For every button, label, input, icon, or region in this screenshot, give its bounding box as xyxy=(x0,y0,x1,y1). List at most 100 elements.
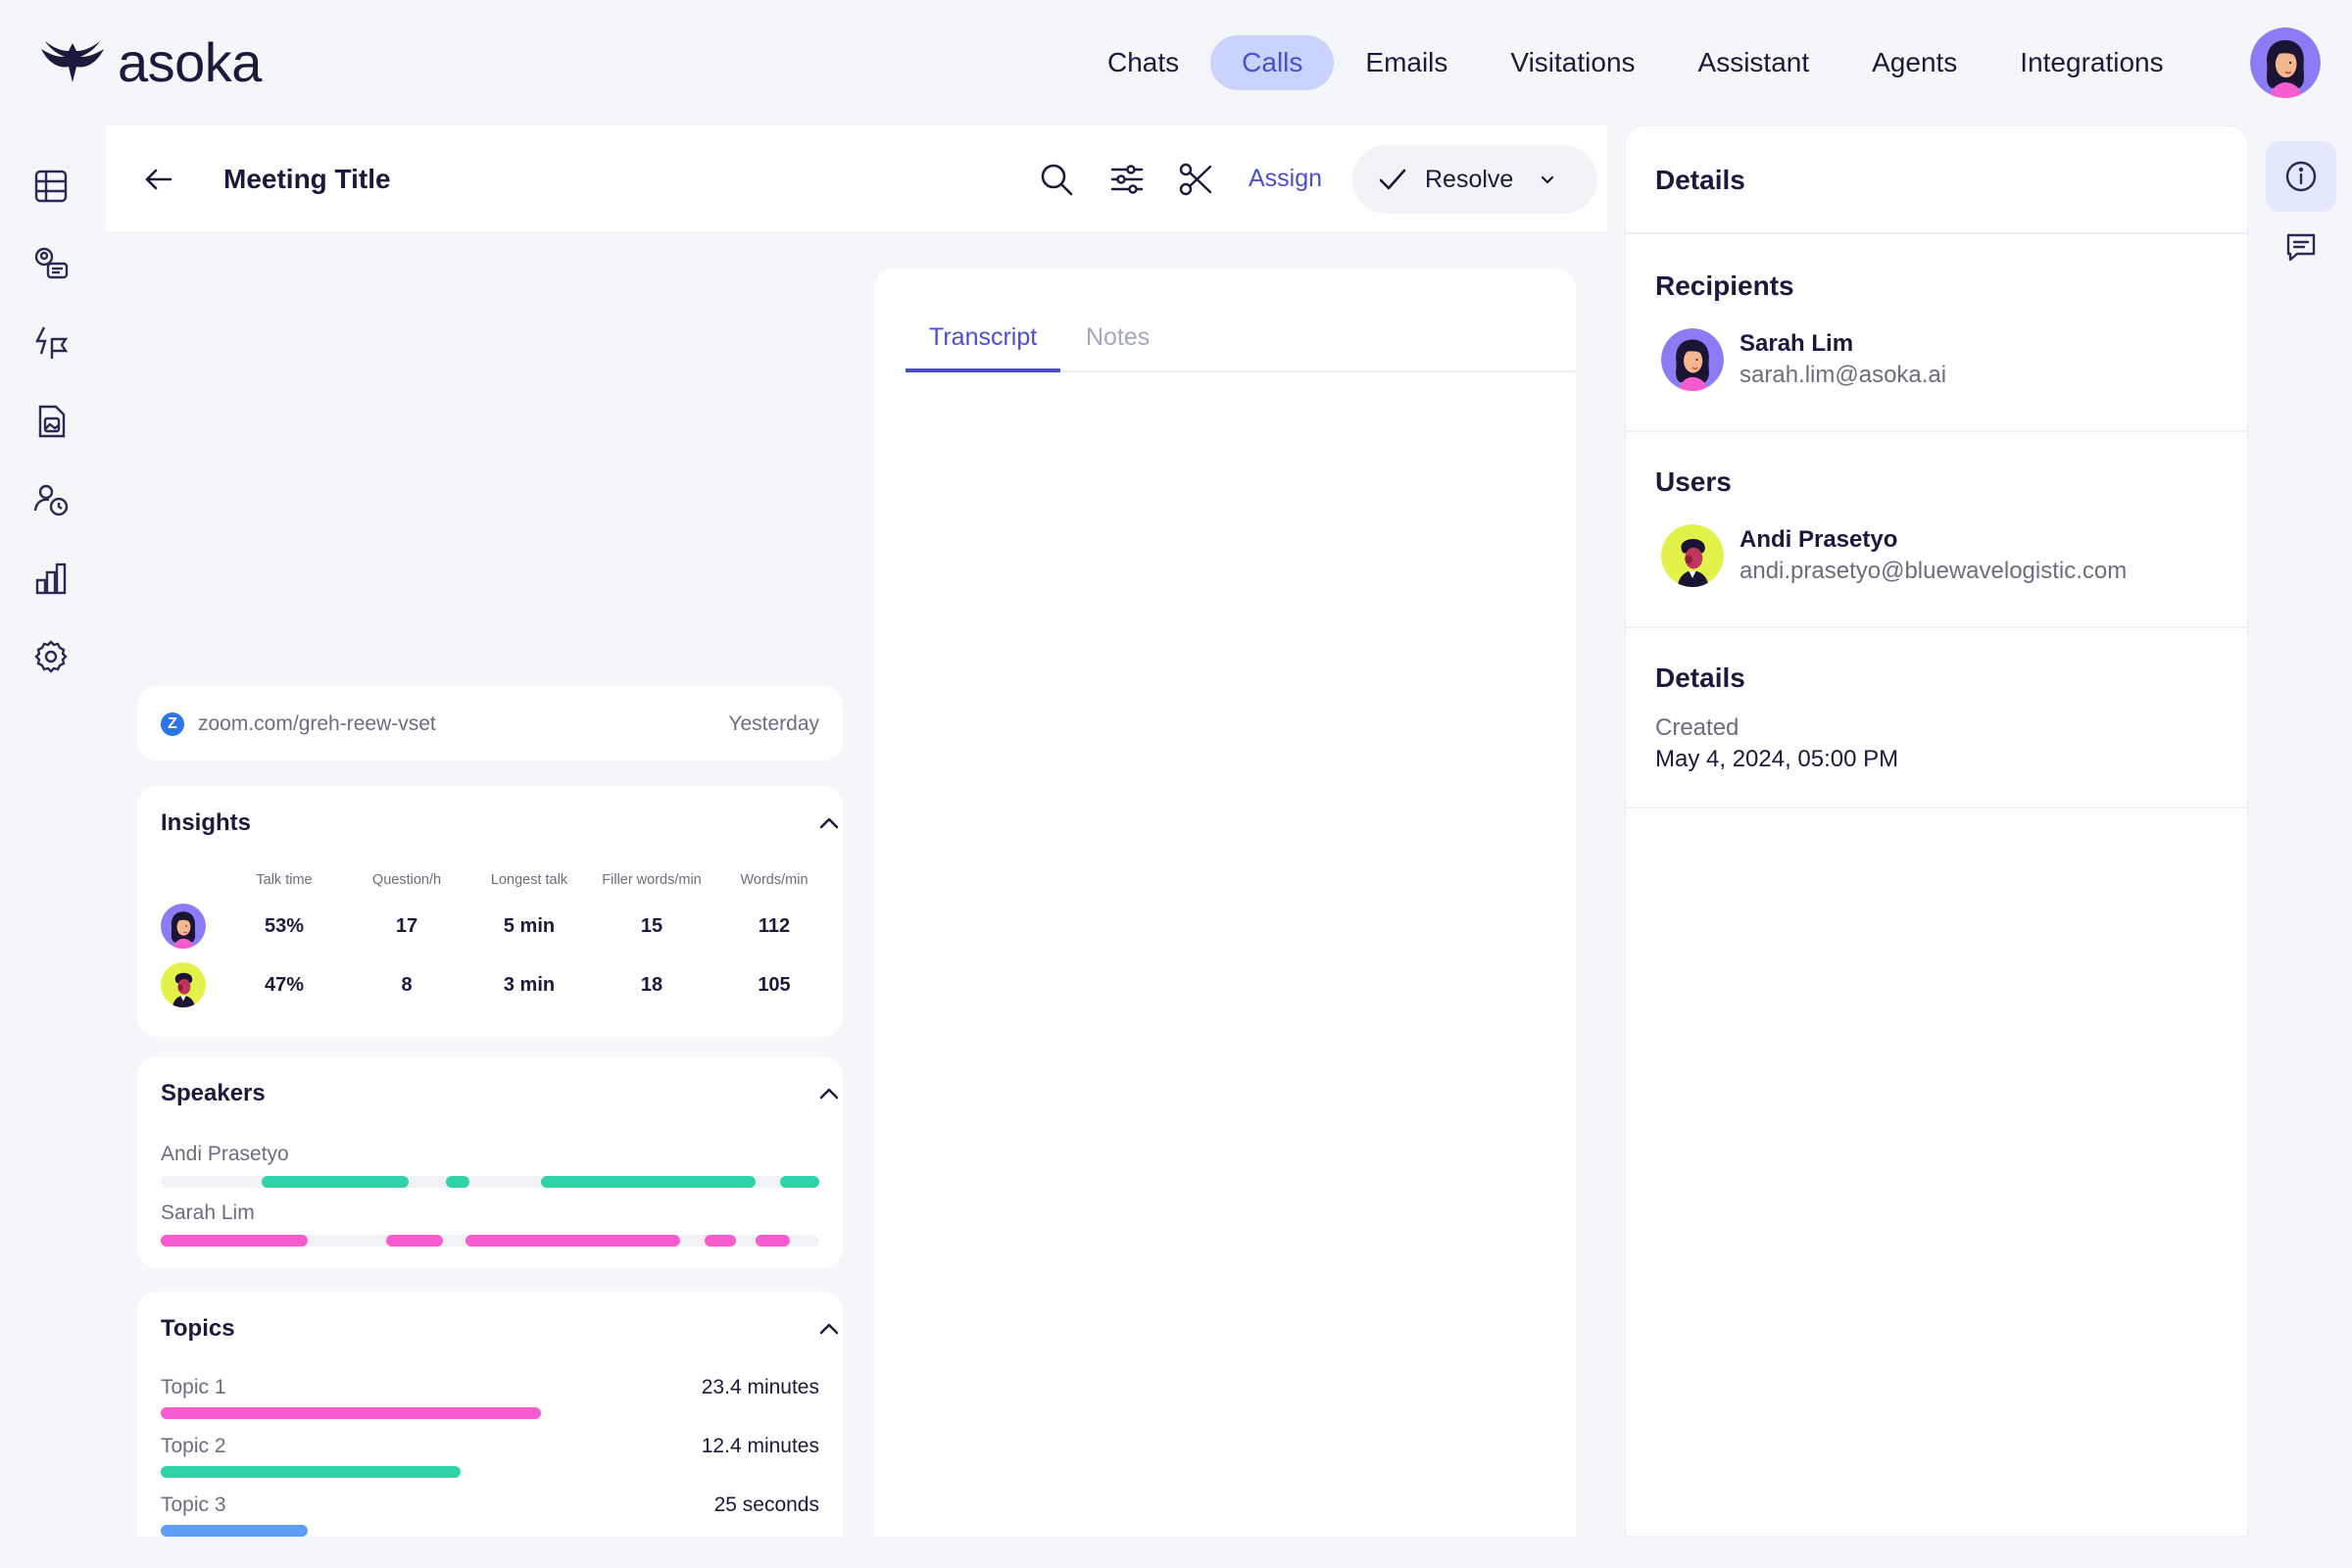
speaker-segment[interactable] xyxy=(779,1176,819,1188)
details-panel-title: Details xyxy=(1655,165,1745,195)
created-label: Created xyxy=(1655,714,1740,741)
words-per-min-value: 105 xyxy=(758,974,791,996)
topic-duration: 23.4 minutes xyxy=(701,1376,819,1398)
speaker-segment[interactable] xyxy=(756,1235,790,1247)
insights-title: Insights xyxy=(161,809,252,836)
user-name: Andi Prasetyo xyxy=(1740,526,1898,553)
divider xyxy=(1626,430,2247,432)
speaker-timeline-andi[interactable] xyxy=(161,1176,819,1188)
chevron-up-icon xyxy=(815,809,843,837)
flag-flash-icon xyxy=(32,324,70,362)
nav-assistant[interactable]: Assistant xyxy=(1697,47,1810,77)
collapse-topics-button[interactable] xyxy=(815,1315,843,1343)
talk-time-value: 53% xyxy=(264,915,305,937)
topic-bar xyxy=(161,1407,542,1419)
cut-button[interactable] xyxy=(1172,156,1219,203)
tab-transcript[interactable]: Transcript xyxy=(906,312,1061,372)
chevron-down-icon xyxy=(1539,171,1556,188)
column-header: Talk time xyxy=(256,872,313,888)
column-header: Words/min xyxy=(740,872,808,888)
main-nav: Chats Calls Emails Visitations Assistant… xyxy=(1076,35,2195,90)
call-detail-panel: Meeting Title Assign xyxy=(106,125,1607,1537)
collapse-insights-button[interactable] xyxy=(815,809,843,837)
insights-card: Insights Talk time Question/h Longest ta… xyxy=(137,786,843,1037)
meeting-date: Yesterday xyxy=(728,712,819,735)
avatar xyxy=(161,962,206,1007)
comment-icon xyxy=(2284,230,2318,264)
recipient-email[interactable]: sarah.lim@asoka.ai xyxy=(1740,362,1947,388)
topic-duration: 12.4 minutes xyxy=(701,1435,819,1457)
arrow-left-icon xyxy=(143,164,174,195)
speaker-name: Sarah Lim xyxy=(161,1201,255,1224)
speaker-segment[interactable] xyxy=(466,1235,681,1247)
chevron-up-icon xyxy=(815,1315,843,1343)
comments-toggle-button[interactable] xyxy=(2266,212,2336,282)
sidebar-item-conversations[interactable] xyxy=(25,225,76,304)
assign-button[interactable]: Assign xyxy=(1249,165,1323,192)
resolve-button[interactable]: Resolve xyxy=(1352,145,1597,214)
table-icon xyxy=(33,169,69,204)
column-header: Question/h xyxy=(371,872,442,888)
sidebar-item-analytics[interactable] xyxy=(25,539,76,617)
sidebar-item-reports[interactable] xyxy=(25,382,76,461)
sidebar-item-automations[interactable] xyxy=(25,304,76,382)
speaker-segment[interactable] xyxy=(705,1235,737,1247)
scissors-icon xyxy=(1178,162,1213,197)
speakers-card: Speakers Andi Prasetyo Sarah Lim xyxy=(137,1056,843,1268)
topic-label: Topic 1 xyxy=(161,1376,226,1398)
collapse-speakers-button[interactable] xyxy=(815,1080,843,1107)
avatar xyxy=(161,904,206,949)
recipients-title: Recipients xyxy=(1655,270,1794,301)
talk-time-value: 47% xyxy=(264,974,305,996)
back-button[interactable] xyxy=(135,156,182,203)
nav-agents[interactable]: Agents xyxy=(1872,47,1958,77)
topics-card: Topics Topic 1 23.4 minutes Topic 2 12.4… xyxy=(137,1292,843,1537)
words-per-min-value: 112 xyxy=(758,915,791,937)
recipient-name: Sarah Lim xyxy=(1740,330,1854,357)
sidebar-item-dashboard[interactable] xyxy=(25,147,76,225)
topic-label: Topic 3 xyxy=(161,1494,226,1516)
nav-integrations[interactable]: Integrations xyxy=(2020,47,2164,77)
zoom-icon: Z xyxy=(161,712,184,736)
nav-emails[interactable]: Emails xyxy=(1365,47,1448,77)
check-icon xyxy=(1378,165,1407,194)
tab-notes[interactable]: Notes xyxy=(1086,323,1151,351)
nav-chats[interactable]: Chats xyxy=(1107,47,1180,77)
speaker-segment[interactable] xyxy=(385,1235,443,1247)
filler-words-value: 15 xyxy=(640,915,663,937)
sidebar-item-schedules[interactable] xyxy=(25,461,76,539)
sliders-icon xyxy=(1109,162,1145,197)
transcript-card: Transcript Notes xyxy=(874,269,1576,1537)
speaker-segment[interactable] xyxy=(261,1176,409,1188)
meeting-url[interactable]: zoom.com/greh-reew-vset xyxy=(198,712,436,735)
nav-visitations[interactable]: Visitations xyxy=(1510,47,1636,77)
avatar xyxy=(1661,328,1724,391)
user-avatar[interactable] xyxy=(2250,27,2321,98)
speaker-segment[interactable] xyxy=(161,1235,308,1247)
filter-button[interactable] xyxy=(1103,156,1151,203)
longest-talk-value: 5 min xyxy=(503,915,556,937)
search-button[interactable] xyxy=(1033,156,1080,203)
sidebar-item-settings[interactable] xyxy=(25,617,76,696)
details-panel: Details Recipients Sarah Lim sarah.lim@a… xyxy=(1625,125,2248,1537)
user-email[interactable]: andi.prasetyo@bluewavelogistic.com xyxy=(1740,558,2128,584)
details-section-title: Details xyxy=(1655,662,1745,693)
question-rate-value: 8 xyxy=(401,974,413,996)
brand-logo[interactable]: asoka xyxy=(39,35,262,90)
longest-talk-value: 3 min xyxy=(503,974,556,996)
resolve-label: Resolve xyxy=(1425,165,1514,193)
nav-calls[interactable]: Calls xyxy=(1210,35,1335,90)
users-title: Users xyxy=(1655,466,1732,497)
meeting-link-card[interactable]: Z zoom.com/greh-reew-vset Yesterday xyxy=(137,686,843,760)
person-clock-icon xyxy=(32,481,70,518)
info-icon xyxy=(2284,160,2318,193)
column-header: Longest talk xyxy=(490,872,568,888)
search-icon xyxy=(1039,162,1074,197)
right-sidebar xyxy=(2266,141,2336,282)
speaker-segment[interactable] xyxy=(541,1176,756,1188)
details-toggle-button[interactable] xyxy=(2266,141,2336,212)
speakers-title: Speakers xyxy=(161,1080,266,1106)
speaker-timeline-sarah[interactable] xyxy=(161,1235,819,1247)
call-header: Meeting Title Assign xyxy=(106,125,1607,233)
speaker-segment[interactable] xyxy=(445,1176,470,1188)
